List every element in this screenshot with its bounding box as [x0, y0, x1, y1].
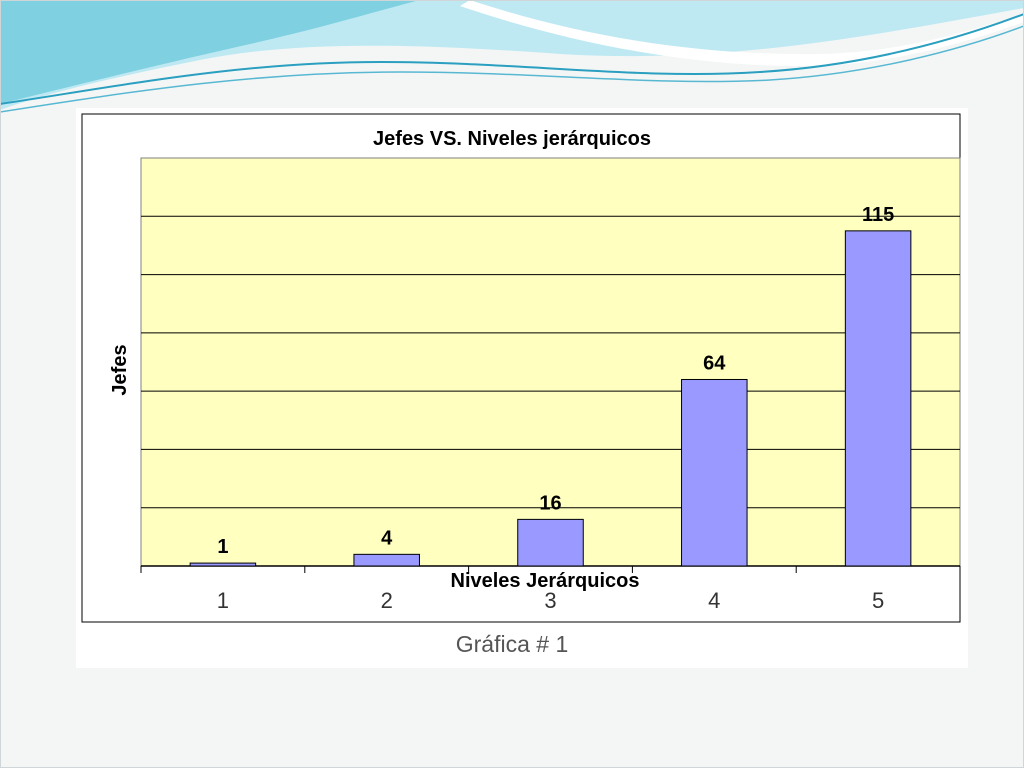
- plot-area: [140, 157, 961, 567]
- bars: [189, 230, 912, 567]
- data-label: 16: [539, 492, 561, 514]
- x-tick-label: 3: [544, 588, 556, 613]
- x-tick-label: 2: [381, 588, 393, 613]
- header-wave-line-1: [0, 13, 1024, 105]
- x-axis-title: Niveles Jerárquicos: [451, 570, 640, 592]
- x-tick-label: 4: [708, 588, 720, 613]
- header-wave-white: [460, 0, 1024, 66]
- y-axis-title: Jefes: [109, 344, 131, 395]
- data-label: 64: [703, 352, 726, 374]
- header-wave-line-2: [0, 25, 1024, 113]
- header-wave-mid: [0, 0, 420, 104]
- plot-background: [140, 157, 961, 567]
- x-axis-ticks: 1 2 3 4 5: [140, 566, 961, 613]
- chart-caption: Gráfica # 1: [455, 631, 569, 657]
- x-tick-label: 5: [872, 588, 884, 613]
- bar: [517, 518, 584, 567]
- bar: [681, 378, 748, 567]
- bar: [189, 562, 257, 567]
- chart-panel: Jefes VS. Niveles jerárquicos 1 4 16 64 115 …: [76, 108, 968, 668]
- data-label: 4: [381, 527, 393, 549]
- chart-title: Jefes VS. Niveles jerárquicos: [373, 128, 651, 150]
- bar: [844, 230, 912, 567]
- data-label: 1: [217, 536, 228, 558]
- chart: Jefes VS. Niveles jerárquicos 1 41664115 …: [81, 113, 961, 623]
- x-tick-label: 1: [217, 588, 229, 613]
- data-labels: 1 4 16 64 115: [217, 204, 894, 558]
- bar: [353, 553, 420, 567]
- data-label: 115: [862, 204, 894, 226]
